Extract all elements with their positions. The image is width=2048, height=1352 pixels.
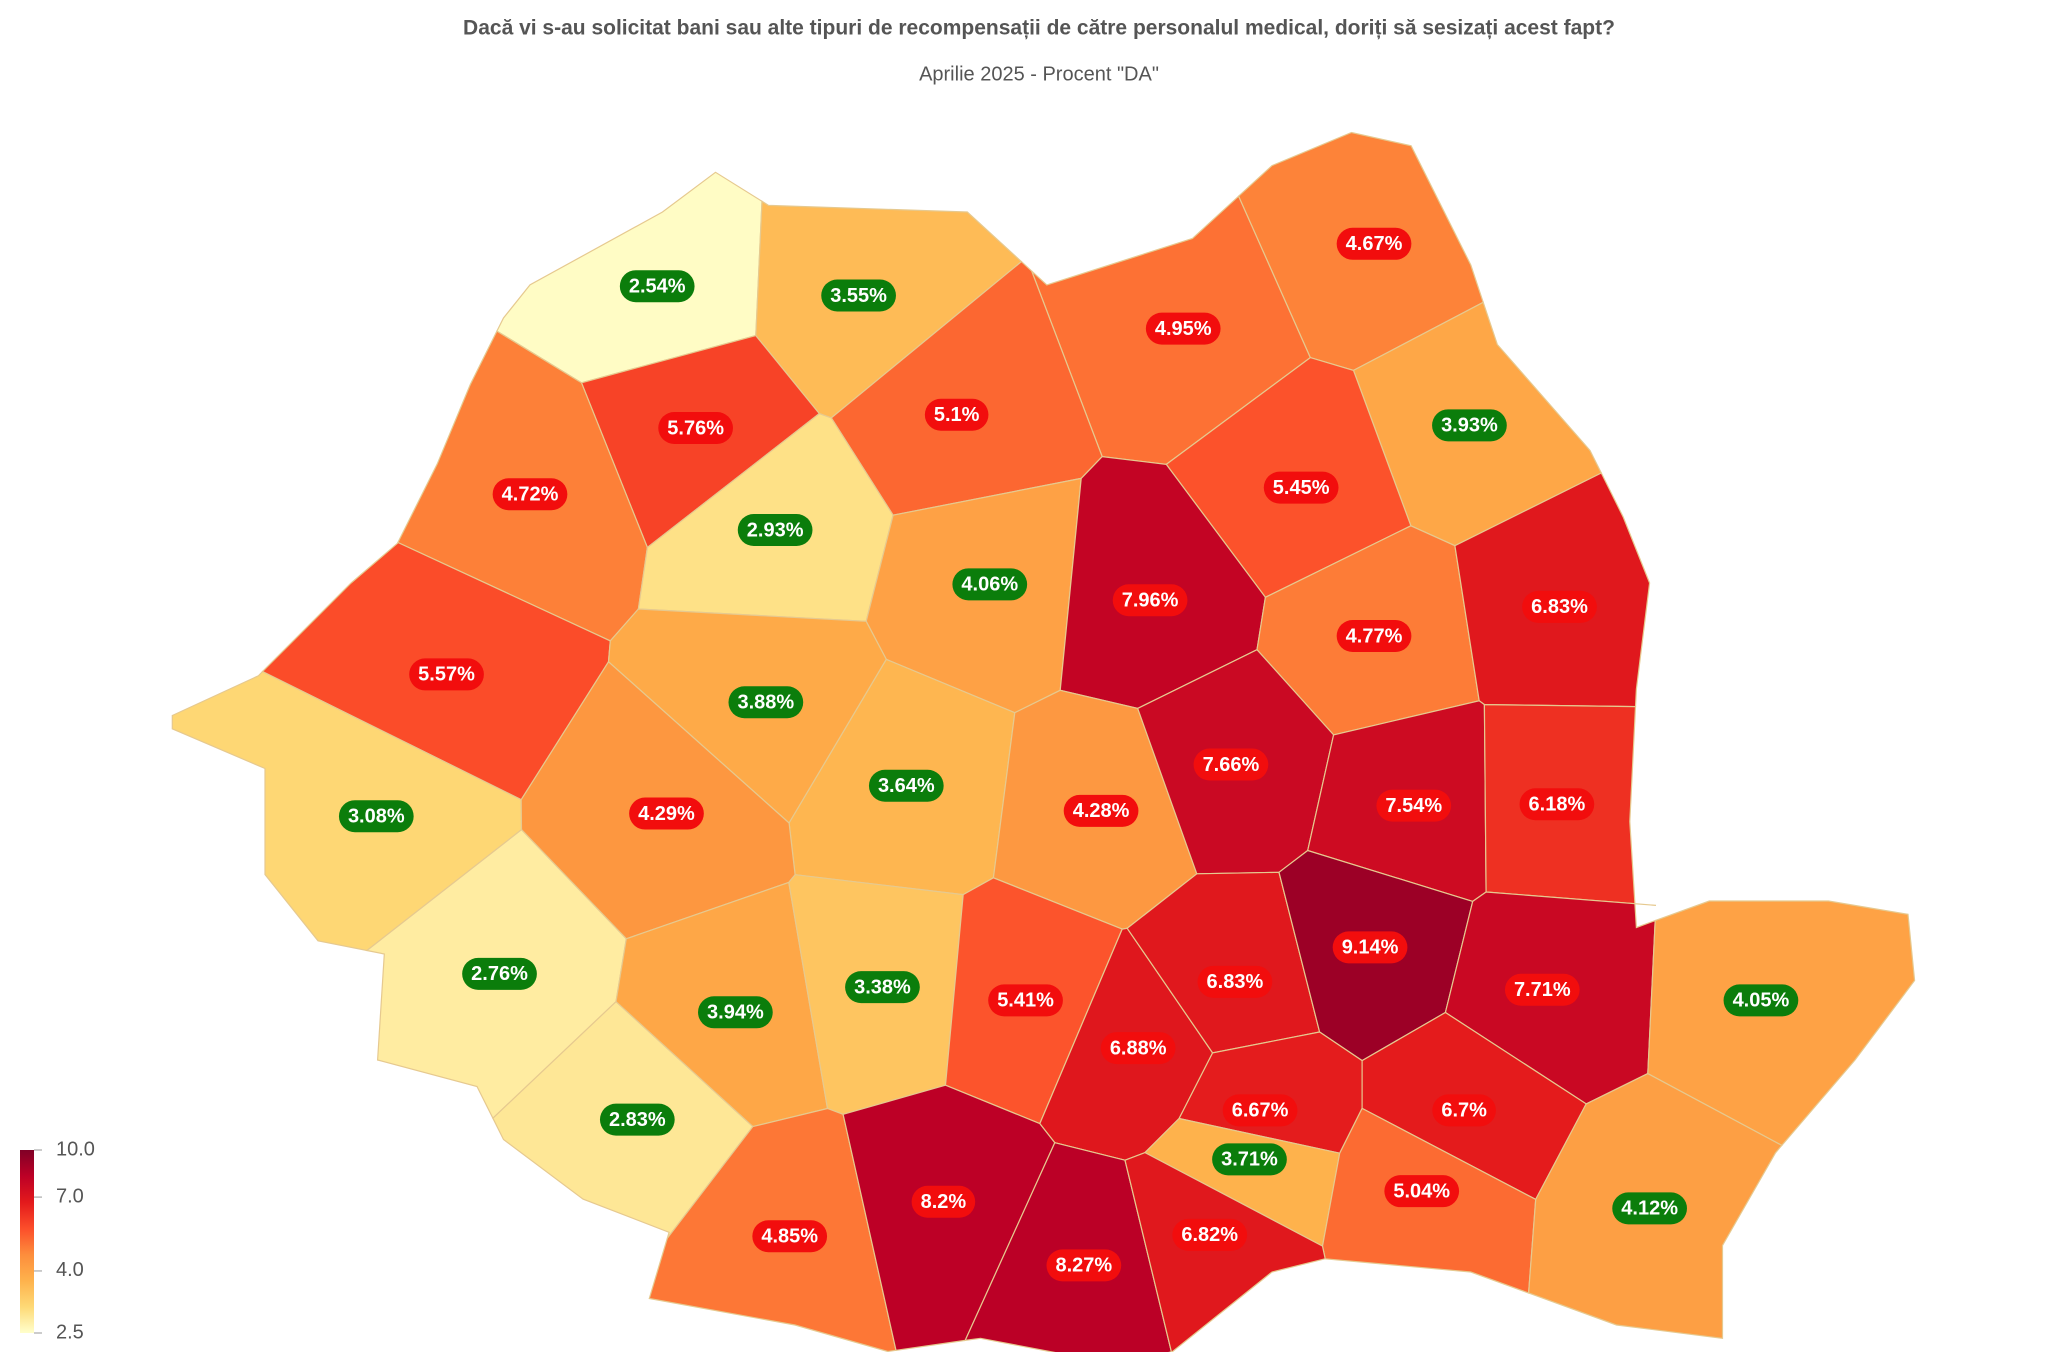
value-label: 6.88% (1110, 1037, 1167, 1059)
value-label: 7.66% (1203, 754, 1260, 776)
value-label: 2.76% (471, 963, 528, 985)
label-bg (1046, 1249, 1122, 1282)
label-bg (1336, 620, 1412, 652)
label-bg (1504, 973, 1580, 1006)
label-bg (1332, 931, 1408, 964)
value-label: 7.54% (1385, 795, 1442, 817)
chart-title: Dacă vi s-au solicitat bani sau alte tip… (463, 17, 1615, 40)
value-label: 3.93% (1441, 415, 1498, 437)
value-label: 7.71% (1514, 979, 1571, 1001)
label-bg (821, 279, 896, 312)
label-bg (658, 411, 733, 444)
labels: 2.54% 3.55% 4.67% 4.95% 5.76% 5.1% 3.93% 4.72% 2… (338, 227, 1799, 1282)
value-label: 6.83% (1531, 596, 1588, 618)
label-bg (1612, 1192, 1687, 1225)
value-label: 6.83% (1207, 971, 1264, 993)
label-bg (1222, 1094, 1298, 1127)
label-bg (911, 1185, 976, 1218)
value-label: 6.7% (1441, 1100, 1487, 1122)
label-bg (1432, 1094, 1496, 1127)
value-label: 8.27% (1055, 1255, 1112, 1277)
value-label: 3.64% (878, 775, 935, 797)
value-label: 9.14% (1342, 937, 1399, 959)
value-label: 7.96% (1122, 590, 1179, 612)
label-bg (1519, 788, 1595, 821)
label-bg (1145, 312, 1221, 345)
value-label: 4.85% (761, 1226, 818, 1248)
label-bg (988, 984, 1063, 1017)
label-bg (752, 1220, 828, 1253)
label-bg (619, 270, 695, 303)
label-bg (1263, 471, 1339, 504)
label-bg (1432, 409, 1507, 442)
value-label: 5.76% (667, 417, 724, 439)
colorbar-tick-label: 7.0 (56, 1185, 84, 1207)
label-bg (1723, 984, 1799, 1017)
value-label: 3.38% (854, 976, 911, 998)
value-label: 4.72% (502, 484, 559, 506)
label-bg (1212, 1143, 1287, 1176)
label-bg (409, 658, 484, 691)
label-bg (1197, 965, 1273, 998)
value-label: 4.95% (1155, 318, 1212, 340)
label-bg (1522, 590, 1597, 623)
value-label: 5.57% (418, 664, 475, 686)
label-bg (737, 514, 813, 546)
value-label: 8.2% (921, 1191, 967, 1213)
label-bg (1376, 789, 1452, 822)
value-label: 4.06% (961, 574, 1018, 596)
colorbar-tick-label: 10.0 (56, 1138, 95, 1160)
label-bg (728, 686, 804, 719)
label-bg (1100, 1032, 1176, 1065)
value-label: 6.67% (1232, 1100, 1289, 1122)
colorbar-tick-label: 2.5 (56, 1321, 84, 1343)
colorbar-gradient (20, 1150, 34, 1333)
colorbar: 10.0 7.0 4.0 2.5 (20, 1138, 95, 1343)
value-label: 2.93% (747, 519, 804, 541)
value-label: 2.83% (609, 1109, 666, 1131)
value-label: 3.71% (1221, 1149, 1278, 1171)
value-label: 4.77% (1346, 625, 1403, 647)
chart-subtitle: Aprilie 2025 - Procent "DA" (919, 63, 1159, 85)
value-label: 4.05% (1733, 990, 1790, 1012)
value-label: 4.67% (1346, 233, 1403, 255)
label-bg (924, 398, 989, 431)
label-bg (338, 800, 414, 833)
value-label: 5.41% (997, 990, 1054, 1012)
label-bg (1336, 227, 1412, 260)
value-label: 3.94% (707, 1002, 764, 1024)
label-bg (629, 797, 704, 830)
value-label: 3.08% (348, 805, 405, 827)
label-bg (492, 478, 568, 511)
value-label: 4.12% (1621, 1198, 1678, 1220)
value-label: 6.18% (1529, 794, 1586, 816)
label-bg (1112, 584, 1188, 617)
value-label: 5.04% (1393, 1180, 1450, 1202)
label-bg (462, 957, 537, 990)
value-label: 2.54% (629, 275, 686, 297)
value-label: 6.82% (1181, 1224, 1238, 1246)
regions (171, 131, 1916, 1352)
label-bg (845, 971, 920, 1004)
value-label: 3.55% (830, 285, 887, 307)
value-label: 5.45% (1273, 477, 1330, 499)
value-label: 3.88% (737, 692, 794, 714)
label-bg (599, 1103, 675, 1136)
colorbar-tick-label: 4.0 (56, 1259, 84, 1281)
label-bg (698, 996, 773, 1029)
label-bg (868, 769, 944, 802)
label-bg (952, 568, 1028, 601)
label-bg (1384, 1175, 1460, 1208)
value-label: 4.29% (638, 803, 695, 825)
label-bg (1193, 748, 1269, 781)
label-bg (1063, 794, 1139, 827)
value-label: 5.1% (934, 404, 980, 426)
label-bg (1172, 1218, 1248, 1251)
value-label: 4.28% (1073, 800, 1130, 822)
